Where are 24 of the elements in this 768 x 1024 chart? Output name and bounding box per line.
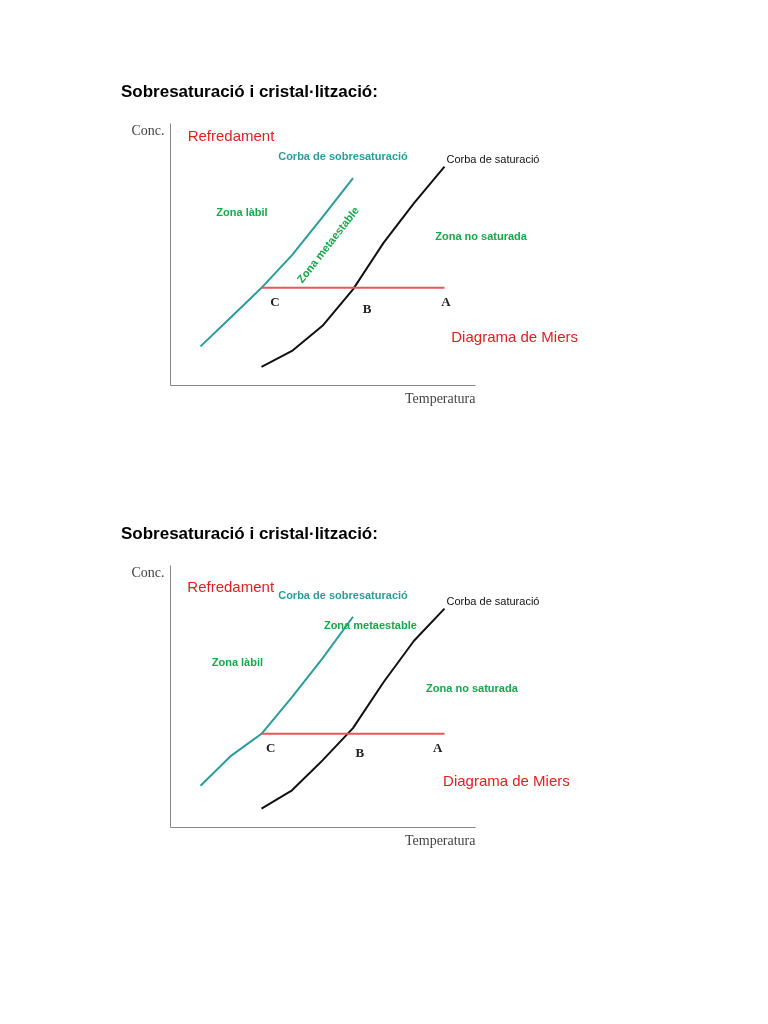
x-axis-title: Temperatura xyxy=(404,832,477,848)
text: Refredament xyxy=(187,127,276,145)
text: Corba de sobresaturació xyxy=(278,588,409,601)
annotation: Diagrama de Miers xyxy=(443,772,570,790)
y-axis-title: Conc. xyxy=(131,122,165,138)
series-label: Corba de saturació xyxy=(446,594,540,607)
annotation: B xyxy=(362,300,372,316)
y-axis-title: Conc. xyxy=(131,564,165,580)
x-axis-title: Temperatura xyxy=(404,390,477,406)
annotation: C xyxy=(270,294,280,310)
annotation: C xyxy=(265,740,276,756)
annotation: A xyxy=(433,740,444,756)
series-label: Corba de saturació xyxy=(446,152,540,165)
annotation: Diagrama de Miers xyxy=(451,327,579,345)
chart-title: Sobresaturació i cristal·lització: xyxy=(120,524,378,543)
annotation: B xyxy=(355,744,365,760)
annotation: Zona làbil xyxy=(216,206,268,219)
chart-title: Sobresaturació i cristal·lització: xyxy=(120,82,378,101)
annotation: Zona làbil xyxy=(211,656,264,669)
text: Corba de sobresaturació xyxy=(278,150,409,163)
text: Refredament xyxy=(187,577,275,595)
annotation: Zona no saturada xyxy=(435,229,528,242)
annotation: A xyxy=(441,294,452,310)
annotation: Zona no saturada xyxy=(426,682,519,695)
